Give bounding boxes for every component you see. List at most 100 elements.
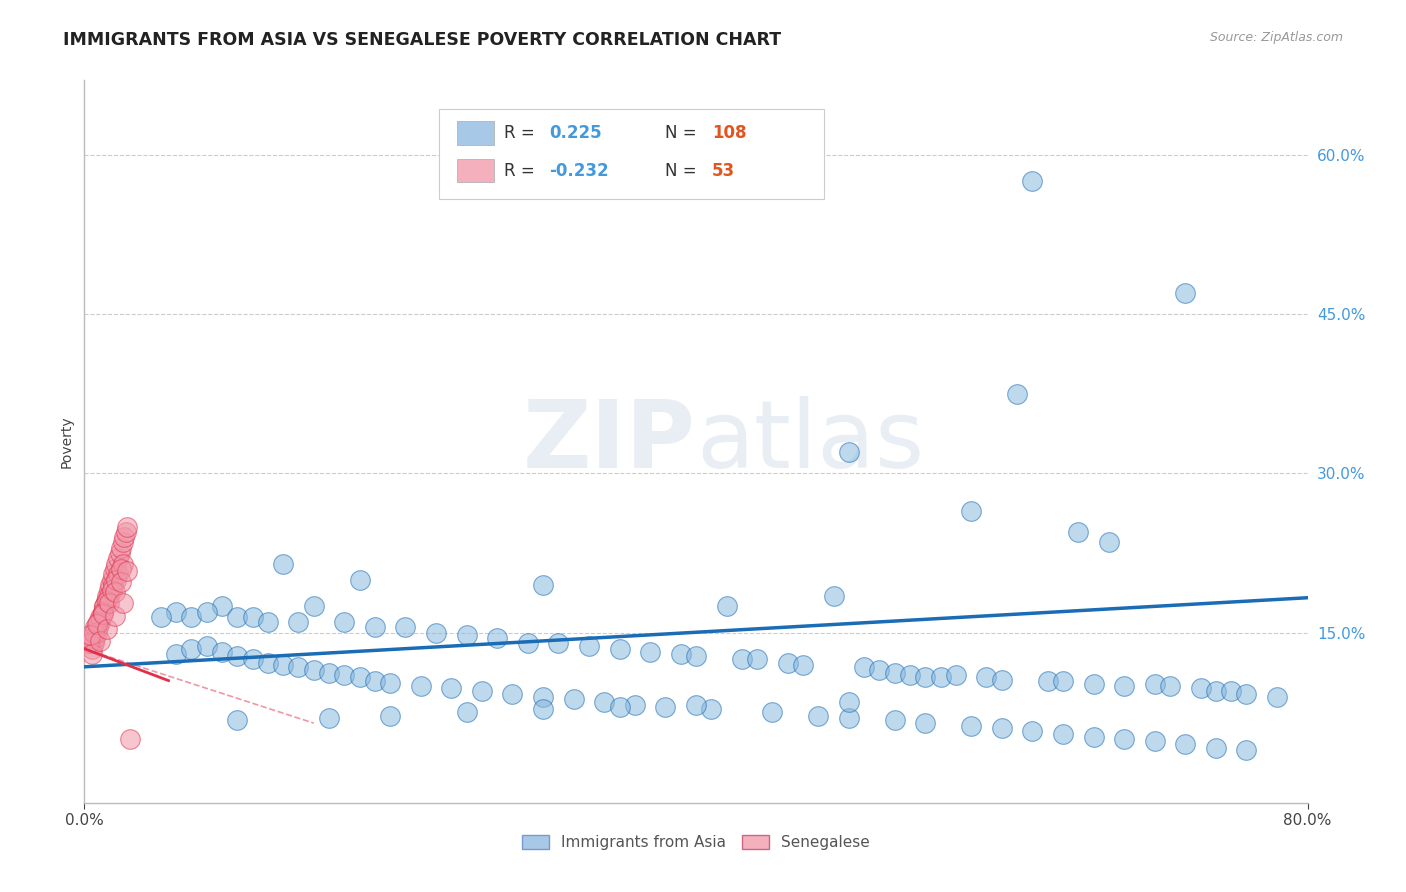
- Text: R =: R =: [503, 124, 540, 142]
- Point: [318, 711, 340, 725]
- Point: [349, 670, 371, 684]
- FancyBboxPatch shape: [439, 109, 824, 200]
- Point: [364, 620, 387, 634]
- Point: [195, 639, 218, 653]
- Point: [89, 615, 111, 630]
- Point: [486, 631, 509, 645]
- Point: [91, 607, 114, 621]
- Point: [1174, 285, 1197, 300]
- Point: [991, 722, 1014, 736]
- Point: [149, 610, 172, 624]
- Point: [94, 594, 117, 608]
- Point: [700, 702, 723, 716]
- Point: [257, 656, 280, 670]
- Point: [97, 596, 120, 610]
- Point: [257, 615, 280, 630]
- Point: [502, 687, 524, 701]
- Point: [165, 605, 187, 619]
- Point: [84, 620, 107, 634]
- Point: [883, 666, 905, 681]
- Text: IMMIGRANTS FROM ASIA VS SENEGALESE POVERTY CORRELATION CHART: IMMIGRANTS FROM ASIA VS SENEGALESE POVER…: [63, 31, 782, 49]
- Point: [96, 594, 118, 608]
- Point: [107, 567, 129, 582]
- Point: [761, 706, 783, 720]
- Point: [531, 578, 554, 592]
- Point: [1005, 386, 1028, 401]
- FancyBboxPatch shape: [457, 159, 494, 182]
- Point: [120, 732, 142, 747]
- Point: [287, 660, 309, 674]
- Point: [91, 605, 114, 619]
- Point: [960, 503, 983, 517]
- Point: [624, 698, 647, 712]
- Point: [93, 599, 115, 614]
- Point: [364, 673, 387, 688]
- Point: [112, 530, 135, 544]
- Point: [1159, 679, 1181, 693]
- Point: [1143, 734, 1166, 748]
- Point: [1021, 174, 1043, 188]
- Point: [1189, 681, 1212, 695]
- Text: 53: 53: [711, 161, 735, 179]
- Point: [409, 679, 432, 693]
- FancyBboxPatch shape: [457, 121, 494, 145]
- Text: R =: R =: [503, 161, 540, 179]
- Point: [914, 716, 936, 731]
- Point: [211, 645, 233, 659]
- Point: [731, 652, 754, 666]
- Point: [929, 670, 952, 684]
- Text: N =: N =: [665, 124, 702, 142]
- Point: [110, 541, 132, 555]
- Point: [853, 660, 876, 674]
- Point: [105, 557, 128, 571]
- Legend: Immigrants from Asia, Senegalese: Immigrants from Asia, Senegalese: [516, 830, 876, 856]
- Text: ZIP: ZIP: [523, 395, 696, 488]
- Point: [945, 668, 967, 682]
- Point: [101, 573, 124, 587]
- Point: [110, 562, 132, 576]
- Point: [77, 636, 100, 650]
- Point: [89, 634, 111, 648]
- Point: [883, 713, 905, 727]
- Point: [380, 675, 402, 690]
- Point: [104, 608, 127, 623]
- Point: [440, 681, 463, 695]
- Point: [333, 615, 356, 630]
- Point: [516, 636, 538, 650]
- Point: [547, 636, 569, 650]
- Point: [456, 706, 478, 720]
- Point: [349, 573, 371, 587]
- Point: [83, 625, 105, 640]
- Point: [1052, 727, 1074, 741]
- Point: [838, 695, 860, 709]
- Point: [1036, 673, 1059, 688]
- Point: [90, 610, 112, 624]
- Point: [96, 622, 118, 636]
- Point: [425, 625, 447, 640]
- Point: [287, 615, 309, 630]
- Point: [593, 695, 616, 709]
- Point: [471, 684, 494, 698]
- Point: [869, 663, 891, 677]
- Point: [1114, 732, 1136, 747]
- Point: [1083, 677, 1105, 691]
- Point: [669, 647, 692, 661]
- Point: [1220, 684, 1243, 698]
- Point: [80, 647, 103, 661]
- Point: [1236, 687, 1258, 701]
- Point: [991, 673, 1014, 687]
- Point: [609, 641, 631, 656]
- Text: atlas: atlas: [696, 395, 924, 488]
- Point: [180, 610, 202, 624]
- Point: [960, 719, 983, 733]
- Text: -0.232: -0.232: [550, 161, 609, 179]
- Point: [838, 711, 860, 725]
- Point: [242, 652, 264, 666]
- Point: [242, 610, 264, 624]
- Point: [716, 599, 738, 614]
- Point: [1052, 673, 1074, 688]
- Point: [654, 700, 676, 714]
- Point: [108, 546, 131, 560]
- Point: [195, 605, 218, 619]
- Y-axis label: Poverty: Poverty: [59, 416, 73, 467]
